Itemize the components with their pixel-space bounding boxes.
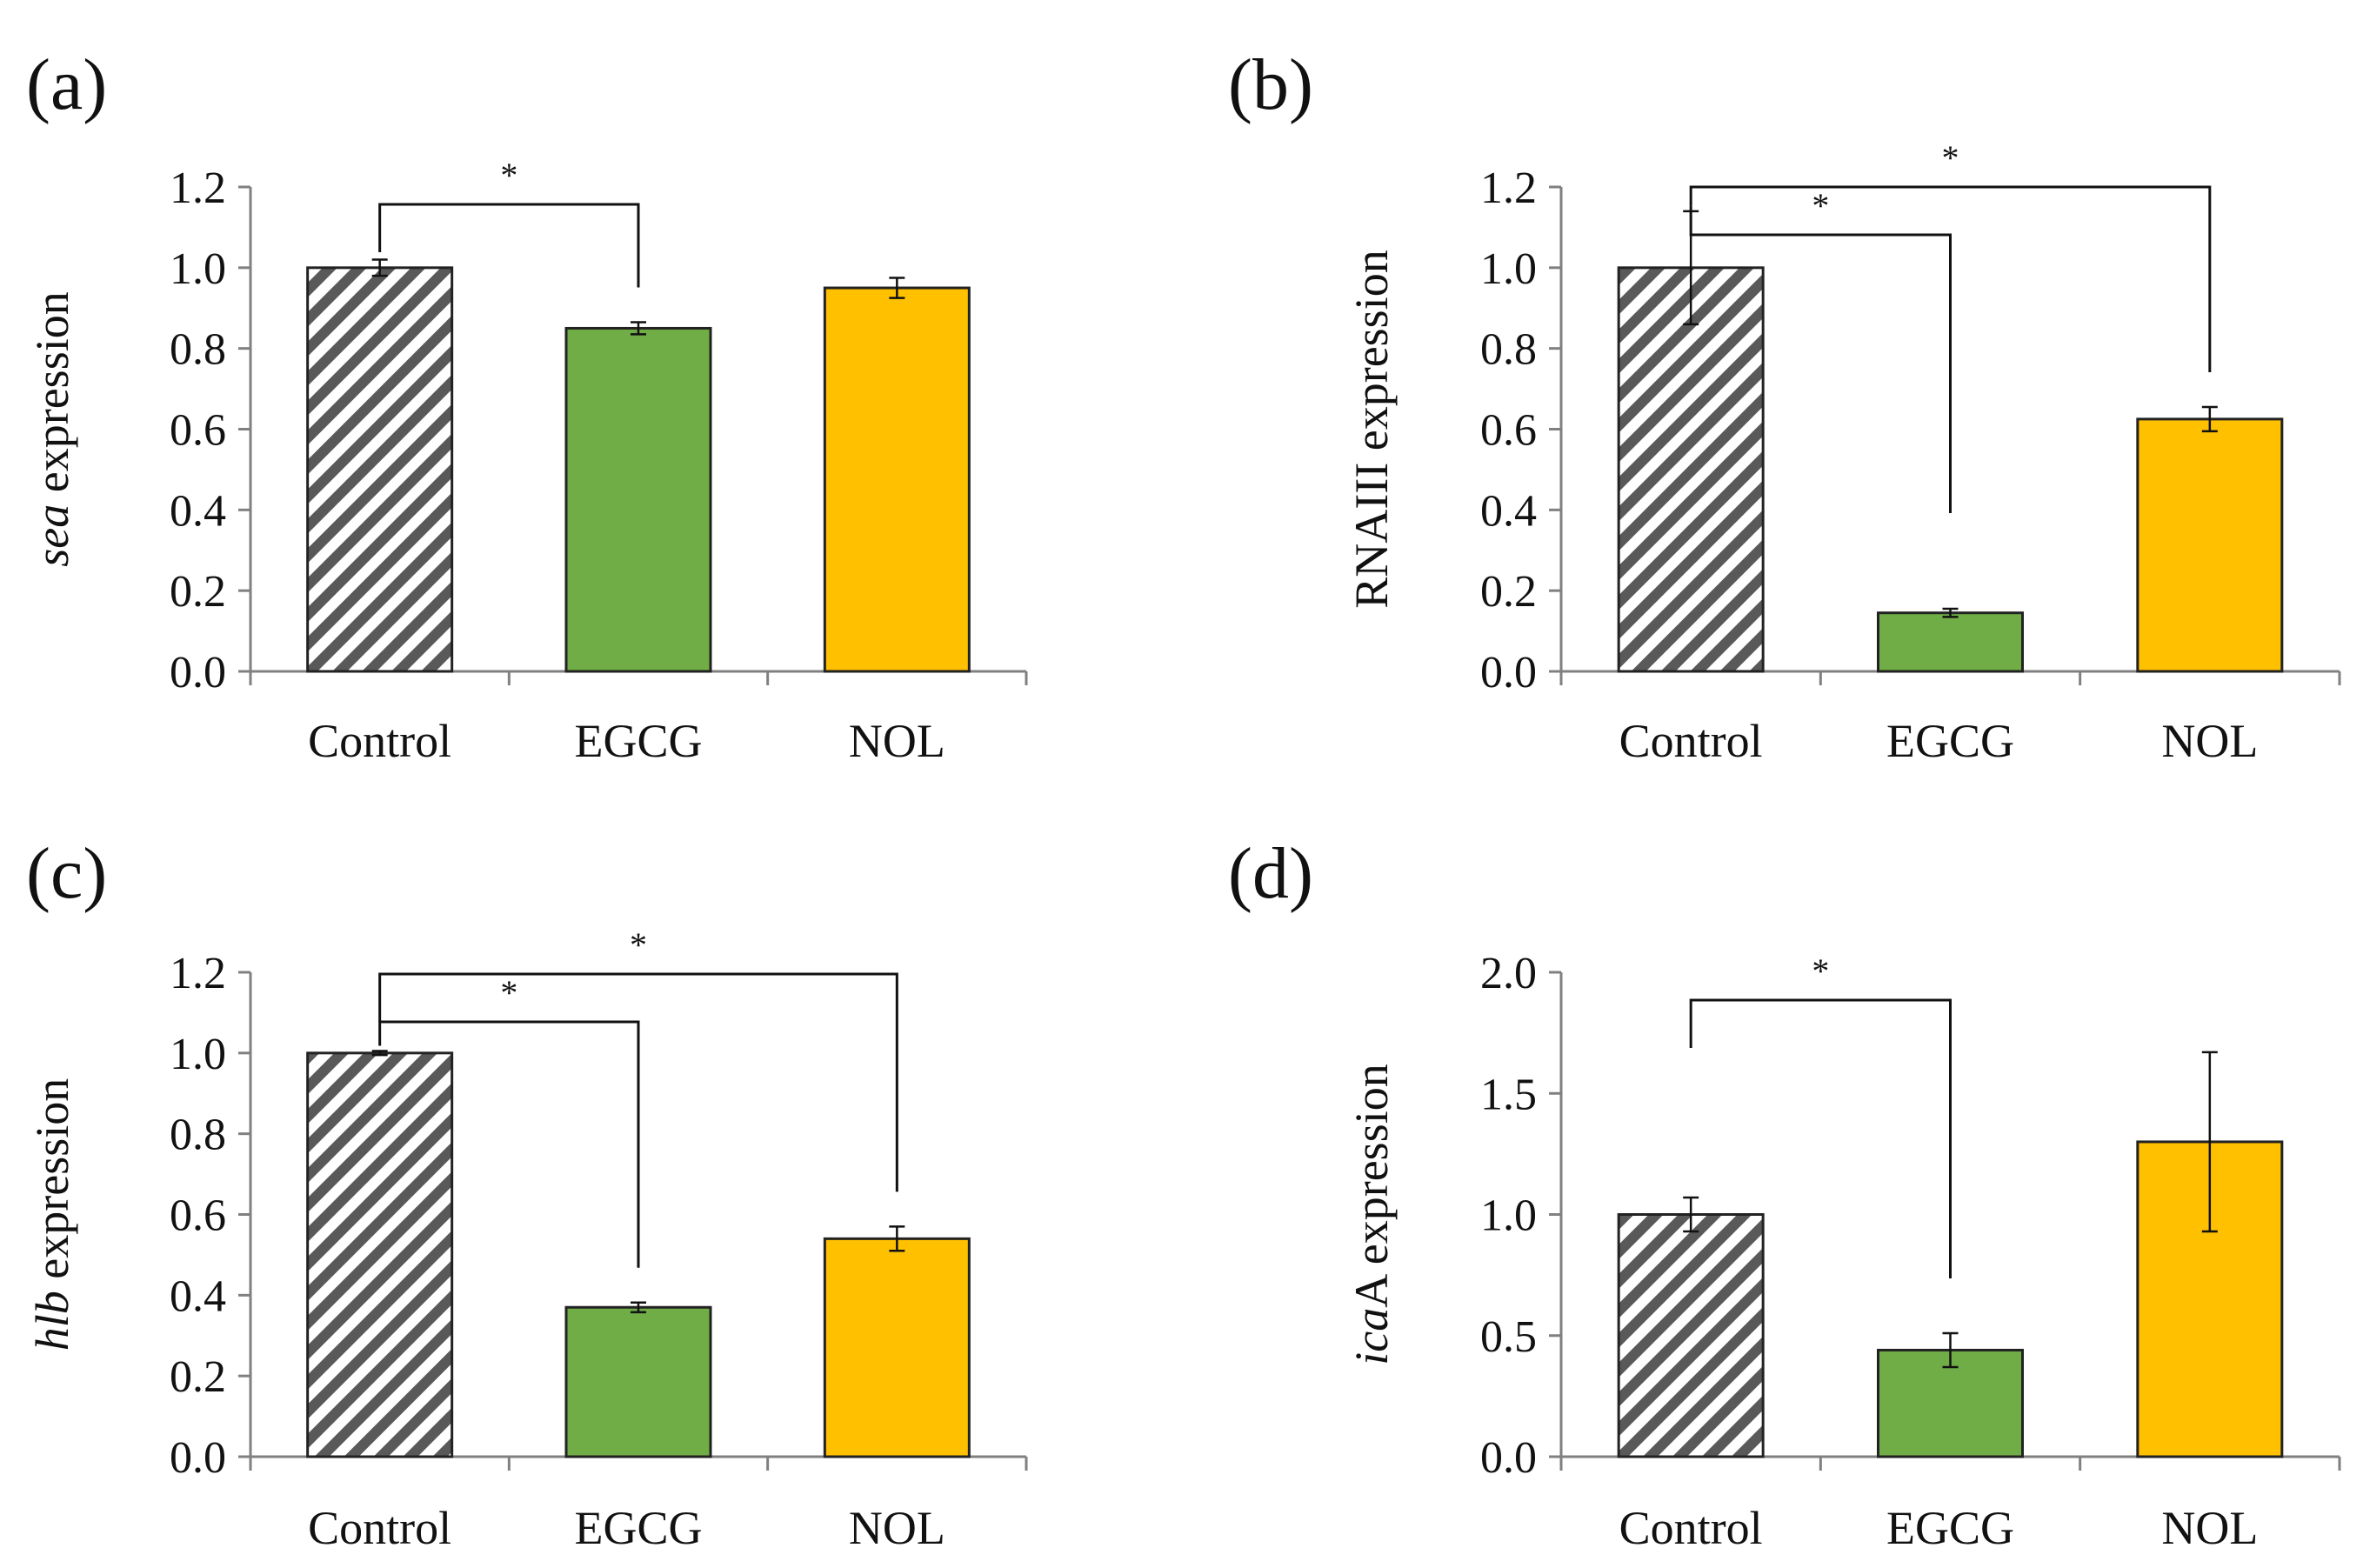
y-tick-label: 1.5 [1480, 1070, 1537, 1119]
y-tick-label: 0.6 [170, 1191, 226, 1241]
significance-bracket [1689, 998, 1952, 1278]
y-axis-title: icaA expression [1345, 1064, 1398, 1364]
chart-panel-a: (a) 0.0 0.2 0.4 0.6 0.8 1.0 1.2 Control EGCG NOL * s… [26, 44, 1028, 767]
category-label: NOL [849, 1502, 945, 1554]
category-label: EGCG [1886, 1502, 2014, 1554]
y-tick-label: 0.6 [1480, 406, 1537, 456]
y-tick-label: 0.0 [170, 1433, 226, 1483]
bar-egcg [564, 1305, 712, 1458]
bar-egcg [564, 326, 712, 673]
significance-bracket [378, 203, 640, 288]
y-tick-label: 0.0 [1480, 1433, 1537, 1483]
y-axis-title-italic: ica [1345, 1308, 1398, 1365]
significance-label: * [1942, 138, 1959, 177]
significance-label: * [1812, 951, 1829, 991]
y-axis-title-italic: sea [26, 504, 78, 567]
y-tick-label: 1.0 [170, 244, 226, 294]
y-tick-label: 0.8 [170, 325, 226, 375]
panel-label: (a) [26, 44, 107, 125]
category-label: Control [1619, 715, 1763, 767]
bar-nol [2136, 417, 2284, 673]
y-tick-label: 2.0 [1480, 949, 1537, 998]
category-label: Control [308, 1502, 451, 1554]
category-label: Control [1619, 1502, 1763, 1554]
y-axis-title: RNAIII expression [1345, 250, 1398, 608]
chart-panel-d: (d) 0.0 0.5 1.0 1.5 2.0 Control EGCG NOL * icaA ex… [1228, 833, 2341, 1554]
y-tick-label: 1.0 [170, 1030, 226, 1079]
panel-label: (b) [1228, 44, 1313, 125]
y-axis-title: hlb expression [26, 1078, 78, 1351]
significance-label: * [630, 925, 647, 964]
bar-control [1617, 1213, 1765, 1458]
y-tick-label: 0.4 [1480, 486, 1537, 536]
significance-bracket [378, 972, 898, 1192]
significance-label: * [500, 973, 517, 1012]
panel-label: (d) [1228, 833, 1313, 914]
y-tick-label: 0.8 [170, 1111, 226, 1160]
significance-label: * [500, 156, 517, 195]
y-tick-label: 0.0 [1480, 648, 1537, 697]
category-label: NOL [2161, 1502, 2258, 1554]
bar-nol [823, 286, 971, 673]
y-axis-title-italic: hlb [26, 1291, 78, 1351]
category-label: NOL [2161, 715, 2258, 767]
y-tick-label: 1.2 [170, 949, 226, 998]
y-tick-label: 0.0 [170, 648, 226, 697]
y-tick-label: 1.0 [1480, 244, 1537, 294]
y-tick-label: 0.2 [1480, 567, 1537, 617]
category-label: EGCG [575, 715, 703, 767]
panel-label: (c) [26, 833, 107, 914]
significance-label: * [1812, 186, 1829, 225]
significance-bracket [1689, 205, 1952, 513]
category-label: EGCG [1886, 715, 2014, 767]
significance-bracket [1689, 185, 2212, 372]
category-label: EGCG [575, 1502, 703, 1554]
y-tick-label: 0.2 [170, 1352, 226, 1402]
bar-control [306, 1051, 454, 1458]
y-axis-title-rest: expression [26, 1078, 78, 1291]
chart-panel-c: (c) 0.0 0.2 0.4 0.6 0.8 1.0 1.2 Control EGCG NOL * *… [26, 833, 1028, 1554]
y-tick-label: 0.4 [170, 486, 226, 536]
y-tick-label: 0.2 [170, 567, 226, 617]
y-tick-label: 1.0 [1480, 1191, 1537, 1241]
y-axis-title: sea expression [26, 291, 78, 566]
chart-panel-b: (b) 0.0 0.2 0.4 0.6 0.8 1.0 1.2 Control EGCG NOL * *… [1228, 44, 2341, 767]
category-label: NOL [849, 715, 945, 767]
bar-control [1617, 266, 1765, 673]
significance-bracket [378, 1020, 640, 1268]
y-tick-label: 1.2 [1480, 163, 1537, 213]
bar-nol [823, 1237, 971, 1458]
y-axis-title-rest: RNAIII expression [1345, 250, 1398, 608]
y-tick-label: 1.2 [170, 163, 226, 213]
category-label: Control [308, 715, 451, 767]
y-axis-title-rest: A expression [1345, 1064, 1398, 1307]
y-tick-label: 0.5 [1480, 1312, 1537, 1362]
y-axis-title-rest: expression [26, 291, 78, 504]
y-tick-label: 0.6 [170, 406, 226, 456]
y-tick-label: 0.4 [170, 1271, 226, 1321]
y-tick-label: 0.8 [1480, 325, 1537, 375]
bar-egcg [1877, 611, 2024, 673]
bar-control [306, 266, 454, 673]
